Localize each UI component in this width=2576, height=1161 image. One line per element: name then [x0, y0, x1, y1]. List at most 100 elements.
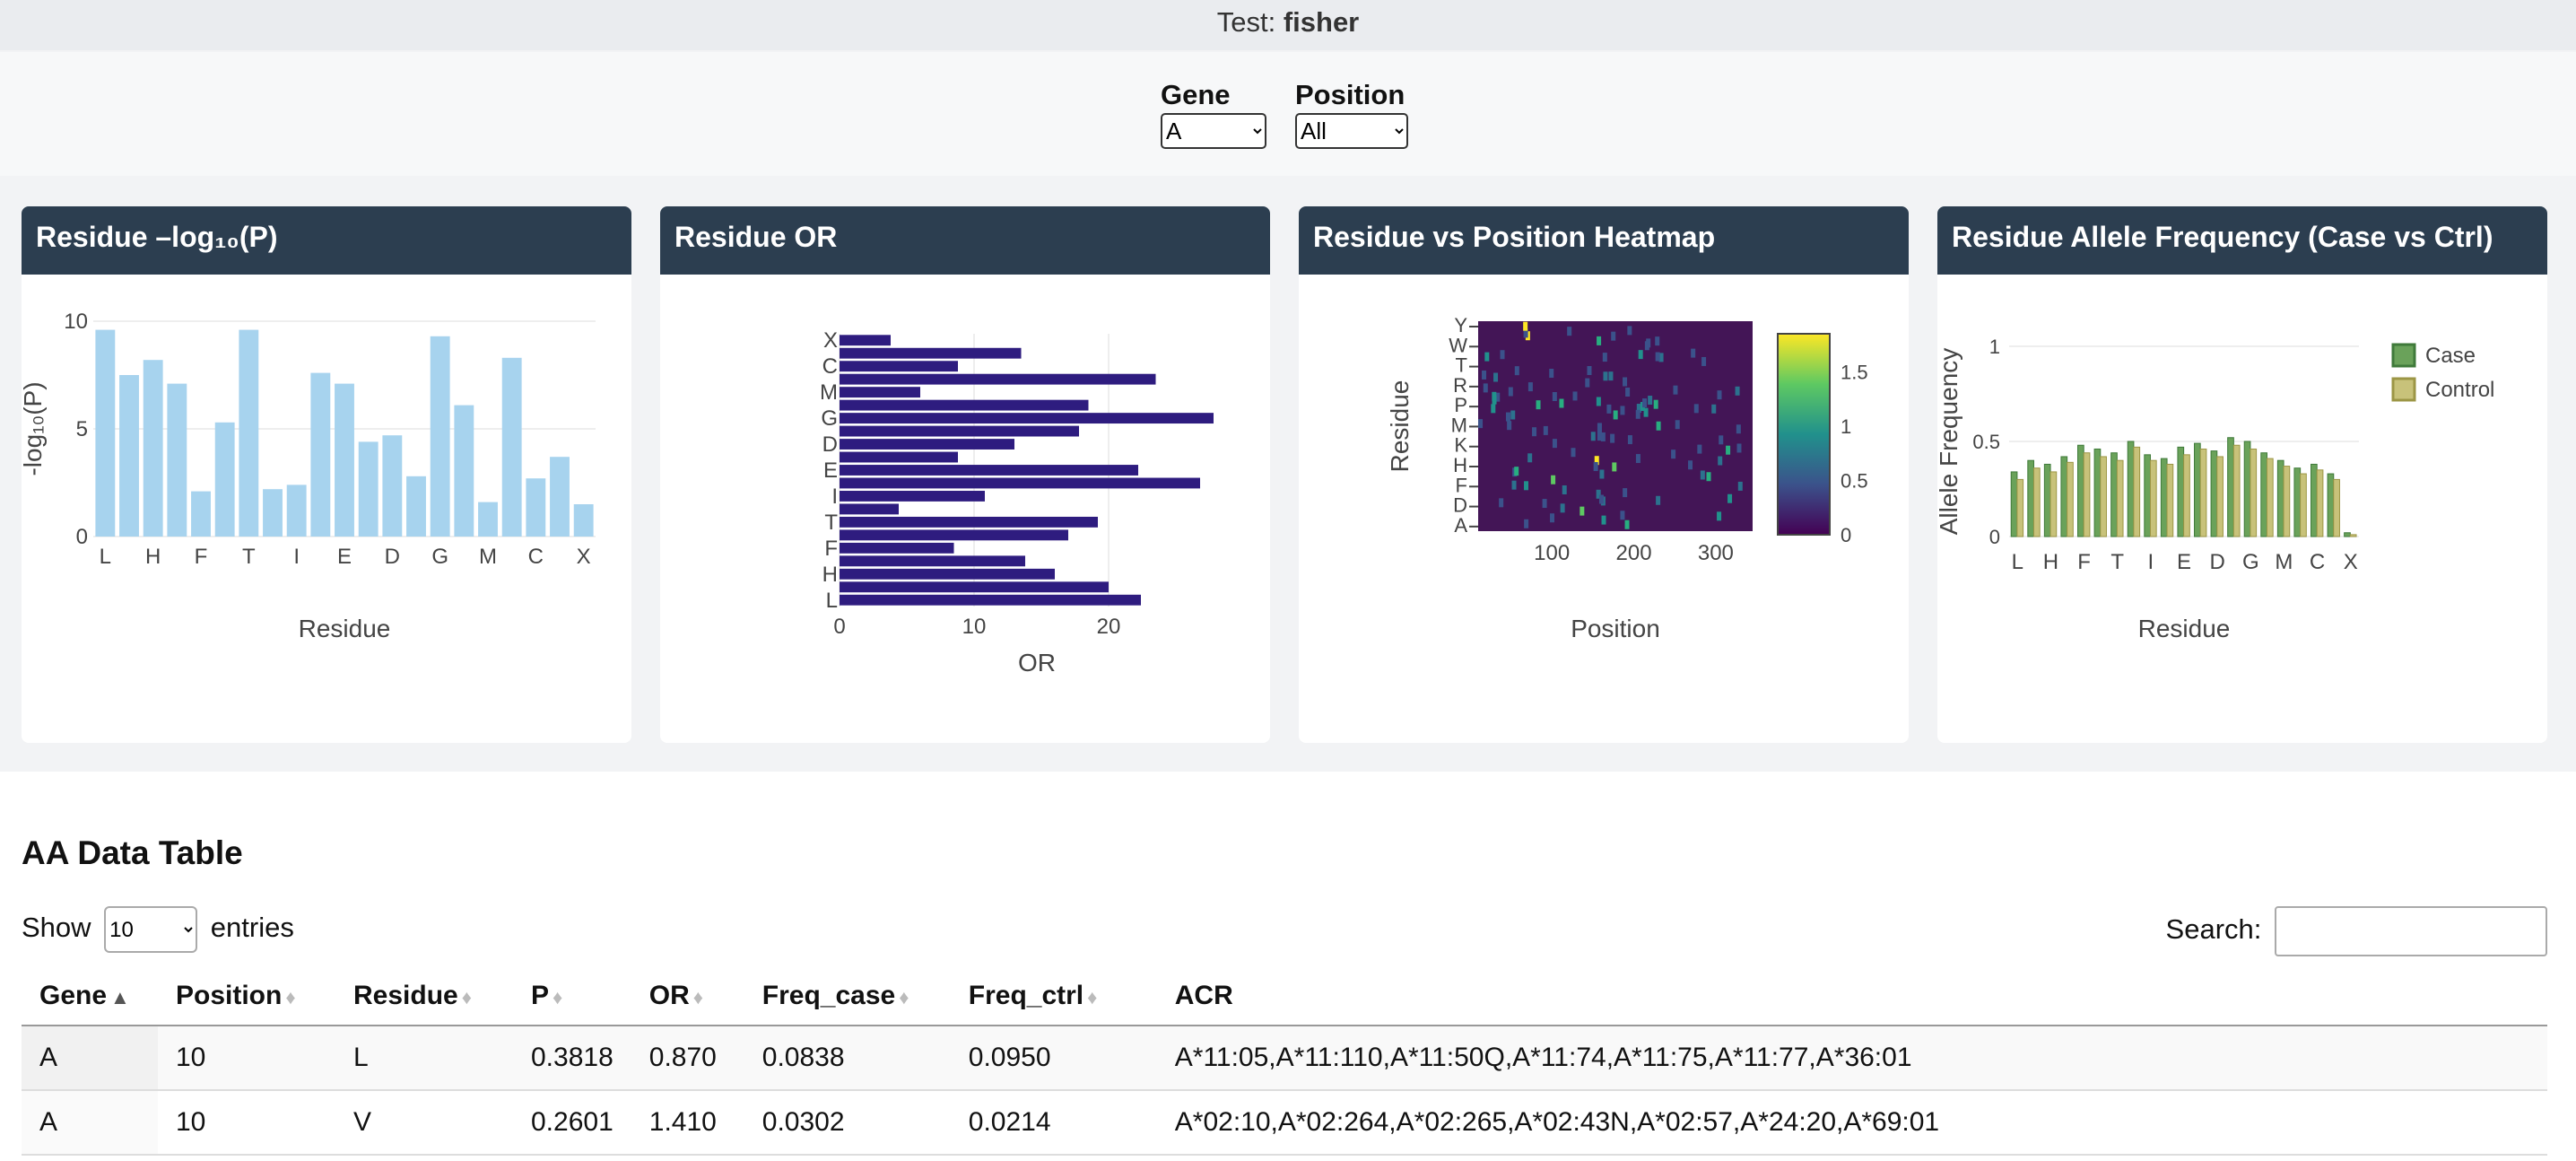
bar	[840, 542, 954, 554]
heatmap-cell	[1688, 460, 1693, 470]
col-acr-label: ACR	[1174, 981, 1233, 1010]
x-tick-label: H	[2043, 550, 2058, 574]
heatmap-cell	[1608, 371, 1614, 381]
x-axis-title: Residue	[299, 615, 391, 642]
heatmap-cell	[1612, 462, 1617, 472]
residue-p-card: Residue –log₁₀(P) 0 5 10 L H F T I E D G M C X Residue…	[22, 206, 631, 743]
entries-control: Show 10 entries	[22, 906, 294, 953]
heatmap-cell	[1655, 336, 1660, 346]
bar-case	[2344, 532, 2351, 537]
col-freq-ctrl-label: Freq_ctrl	[968, 981, 1084, 1010]
bar	[840, 335, 891, 346]
x-tick-label: G	[431, 545, 448, 569]
bar	[191, 491, 211, 537]
heatmap-cell	[1596, 489, 1601, 499]
cell-gene: A	[22, 1026, 158, 1091]
heatmap-cell	[1597, 336, 1602, 345]
bar-control	[2149, 459, 2157, 537]
heatmap-cell	[1610, 433, 1615, 443]
table-row[interactable]: A 10 L 0.3818 0.870 0.0838 0.0950 A*11:0…	[22, 1026, 2547, 1091]
col-residue[interactable]: Residue ♦	[335, 967, 513, 1026]
bar	[840, 347, 1022, 359]
gene-select[interactable]: A	[1161, 113, 1266, 149]
bar-control	[2199, 448, 2207, 537]
position-control: Position All	[1295, 79, 1408, 149]
heatmap-cell	[1551, 475, 1556, 484]
heatmap-cell	[1701, 356, 1707, 366]
col-freq-ctrl[interactable]: Freq_ctrl ♦	[950, 967, 1157, 1026]
col-gene-label: Gene	[39, 981, 108, 1010]
col-freq-case[interactable]: Freq_case ♦	[744, 967, 951, 1026]
bar-case	[2060, 456, 2068, 537]
bar-control	[2300, 473, 2307, 537]
bar-case	[2093, 448, 2102, 537]
bar-case	[2077, 444, 2084, 537]
bar-control	[2100, 456, 2107, 537]
freq-chart[interactable]: 0 0.5 1 L H F T I E D G M C X Residue Allele Frequency C…	[1937, 275, 2547, 743]
table-title: AA Data Table	[22, 834, 243, 871]
y-axis-title: Residue	[1386, 380, 1414, 473]
bar	[95, 329, 116, 537]
y-tick-label: 10	[64, 310, 88, 334]
x-tick-label: F	[195, 545, 208, 569]
bar-control	[2083, 452, 2091, 537]
heatmap-cell	[1491, 404, 1496, 414]
sort-asc-icon: ▲	[110, 986, 130, 1008]
heatmap-background	[1478, 321, 1753, 531]
y-tick-label: T	[824, 511, 838, 535]
heatmap-cell	[1623, 377, 1628, 387]
heatmap-cell	[1532, 427, 1537, 437]
bar	[840, 594, 1141, 606]
bar	[840, 503, 899, 515]
cell-position: 10	[158, 1090, 335, 1156]
x-axis-title: Position	[1571, 615, 1660, 642]
heatmap-cell	[1524, 481, 1529, 491]
heatmap-cell	[1643, 407, 1649, 417]
heatmap-cell	[1726, 445, 1731, 455]
heatmap-cell	[1552, 439, 1557, 449]
bar	[119, 375, 139, 537]
bar	[478, 502, 498, 537]
heatmap-cell	[1718, 456, 1723, 466]
bar	[430, 336, 450, 537]
freq-title: Residue Allele Frequency (Case vs Ctrl)	[1937, 206, 2547, 275]
colorbar-tick-label: 1	[1841, 415, 1851, 438]
heatmap-cell	[1603, 371, 1608, 381]
bar	[239, 329, 259, 537]
cell-freq-case: 0.0838	[744, 1026, 951, 1091]
entries-select[interactable]: 10	[104, 906, 198, 953]
colorbar-tick-label: 1.5	[1841, 361, 1868, 383]
gene-control: Gene A	[1161, 79, 1266, 149]
col-position[interactable]: Position ♦	[158, 967, 335, 1026]
cell-or: 0.870	[631, 1026, 744, 1091]
bar-control	[2316, 469, 2324, 537]
col-gene[interactable]: Gene ▲	[22, 967, 158, 1026]
heatmap-cell	[1717, 390, 1722, 400]
bar	[406, 476, 426, 537]
sort-icon: ♦	[1087, 986, 1098, 1008]
heatmap-cell	[1495, 392, 1501, 402]
table-row[interactable]: A 10 V 0.2601 1.410 0.0302 0.0214 A*02:1…	[22, 1090, 2547, 1156]
col-or-label: OR	[648, 981, 690, 1010]
col-p[interactable]: P ♦	[513, 967, 631, 1026]
col-acr[interactable]: ACR	[1156, 967, 2547, 1026]
col-position-label: Position	[176, 981, 283, 1010]
position-select[interactable]: All	[1295, 113, 1408, 149]
col-or[interactable]: OR ♦	[631, 967, 744, 1026]
residue-p-chart[interactable]: 0 5 10 L H F T I E D G M C X Residue -log₁₀(P)	[22, 275, 631, 743]
residue-or-card: Residue OR 0 10 20 X C M G D E I T F H L OR	[660, 206, 1270, 743]
search-input[interactable]	[2275, 906, 2547, 956]
heatmap-cell	[1597, 423, 1602, 432]
heatmap-cell	[1536, 400, 1541, 410]
x-tick-label: T	[242, 545, 256, 569]
search-label: Search:	[2165, 913, 2262, 946]
cell-gene: A	[22, 1090, 158, 1156]
heatmap-cell	[1673, 385, 1678, 395]
heatmap-cell	[1737, 481, 1743, 491]
heatmap-cell	[1552, 391, 1557, 401]
test-value: fisher	[1283, 6, 1360, 38]
y-tick-label: H	[822, 563, 838, 587]
x-tick-label: 200	[1616, 541, 1652, 565]
